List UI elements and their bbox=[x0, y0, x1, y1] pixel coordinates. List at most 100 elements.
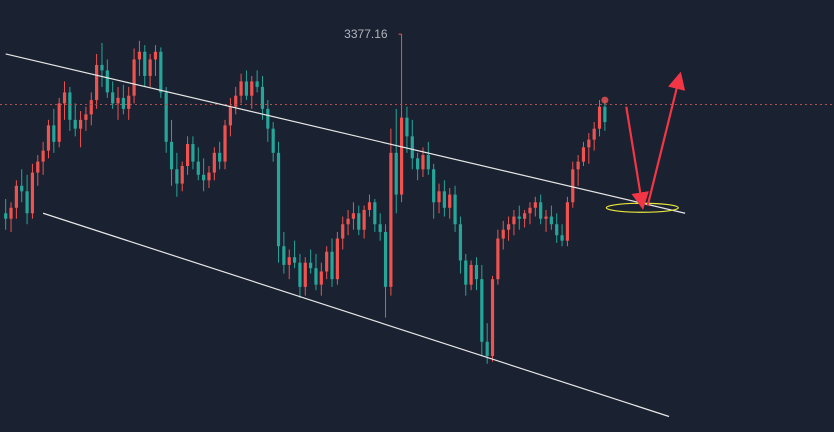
candle-body bbox=[560, 235, 564, 241]
candle-body bbox=[292, 257, 297, 263]
candle-body bbox=[127, 95, 131, 109]
candle-body bbox=[351, 213, 356, 219]
candle-body bbox=[319, 271, 323, 285]
candles-group bbox=[4, 34, 607, 364]
candle-body bbox=[148, 59, 152, 76]
candle-body bbox=[405, 117, 409, 137]
candle-body bbox=[276, 152, 281, 247]
candle-body bbox=[341, 224, 345, 239]
candle-body bbox=[105, 70, 109, 93]
candle-body bbox=[335, 238, 339, 280]
candle-body bbox=[121, 97, 125, 109]
candle-body bbox=[474, 264, 479, 280]
candle-body bbox=[367, 202, 372, 210]
candle-body bbox=[565, 202, 570, 241]
candle-body bbox=[185, 144, 190, 167]
candle-body bbox=[544, 216, 548, 219]
candle-body bbox=[9, 207, 13, 219]
candle-body bbox=[448, 194, 452, 208]
candle-body bbox=[378, 224, 382, 232]
candle-body bbox=[260, 86, 265, 109]
candle-body bbox=[581, 147, 586, 162]
candle-body bbox=[383, 231, 388, 287]
candle-body bbox=[36, 161, 40, 173]
candle-body bbox=[490, 279, 495, 357]
candle-body bbox=[255, 81, 259, 87]
candle-body bbox=[159, 51, 163, 93]
candle-body bbox=[218, 152, 222, 162]
candle-body bbox=[78, 119, 83, 129]
candle-body bbox=[303, 262, 307, 287]
candle-body bbox=[89, 100, 93, 115]
candle-body bbox=[576, 161, 580, 170]
candle-body bbox=[282, 246, 286, 265]
candle-body bbox=[116, 97, 120, 104]
candle-body bbox=[517, 216, 521, 219]
candle-body bbox=[496, 238, 500, 280]
candle-body bbox=[421, 155, 425, 170]
candle-body bbox=[442, 191, 446, 208]
candle-body bbox=[228, 106, 232, 126]
candle-body bbox=[453, 194, 457, 225]
candle-body bbox=[244, 81, 249, 96]
candle-body bbox=[528, 207, 532, 214]
candle-body bbox=[95, 64, 99, 101]
candle-body bbox=[501, 229, 505, 239]
channel-lower-line bbox=[42, 212, 670, 418]
candle-body bbox=[20, 185, 24, 192]
candle-body bbox=[180, 166, 184, 184]
candle-body bbox=[100, 64, 104, 71]
candle-body bbox=[603, 106, 607, 123]
candle-body bbox=[266, 108, 270, 129]
candle-body bbox=[207, 172, 211, 181]
candle-body bbox=[325, 251, 329, 272]
candle-body bbox=[346, 218, 350, 225]
candle-body bbox=[512, 216, 516, 225]
candle-body bbox=[464, 260, 468, 285]
candle-body bbox=[46, 125, 51, 151]
candle-body bbox=[271, 128, 275, 153]
candle-body bbox=[25, 191, 29, 214]
candle-body bbox=[373, 202, 377, 225]
candle-body bbox=[84, 114, 88, 120]
candle-body bbox=[153, 51, 158, 60]
candle-body bbox=[298, 262, 302, 287]
candle-body bbox=[137, 51, 142, 60]
current-price-dot bbox=[601, 96, 609, 104]
channel-upper-line bbox=[5, 53, 686, 214]
candle-body bbox=[57, 103, 61, 142]
candle-body bbox=[592, 128, 596, 140]
candle-body bbox=[143, 51, 147, 76]
candle-body bbox=[4, 213, 8, 219]
candle-body bbox=[416, 158, 420, 170]
candle-body bbox=[357, 213, 361, 230]
candle-body bbox=[68, 92, 72, 120]
candle-body bbox=[523, 213, 527, 219]
candle-body bbox=[587, 139, 591, 148]
candle-body bbox=[52, 125, 56, 142]
candle-body bbox=[539, 202, 543, 219]
candle-body bbox=[389, 152, 393, 287]
projection-arrow-2 bbox=[646, 71, 686, 206]
candle-body bbox=[14, 185, 18, 208]
candle-body bbox=[239, 81, 243, 96]
candle-body bbox=[399, 117, 404, 195]
candle-body bbox=[41, 150, 45, 162]
channel-lines-group bbox=[5, 53, 686, 418]
candle-body bbox=[212, 152, 216, 173]
candle-body bbox=[132, 59, 136, 96]
candle-body bbox=[223, 125, 227, 162]
high-price-label: 3377.16 bbox=[344, 27, 388, 41]
candle-body bbox=[394, 152, 398, 195]
candle-body bbox=[506, 224, 511, 230]
candle-body bbox=[533, 202, 537, 208]
candle-body bbox=[410, 136, 414, 159]
candle-body bbox=[30, 172, 35, 214]
annotations-group bbox=[398, 33, 686, 213]
candle-body bbox=[111, 92, 115, 104]
candle-body bbox=[571, 169, 575, 203]
candle-body bbox=[250, 81, 254, 96]
candle-body bbox=[458, 224, 463, 261]
candle-body bbox=[191, 144, 195, 162]
candle-body bbox=[362, 209, 366, 230]
